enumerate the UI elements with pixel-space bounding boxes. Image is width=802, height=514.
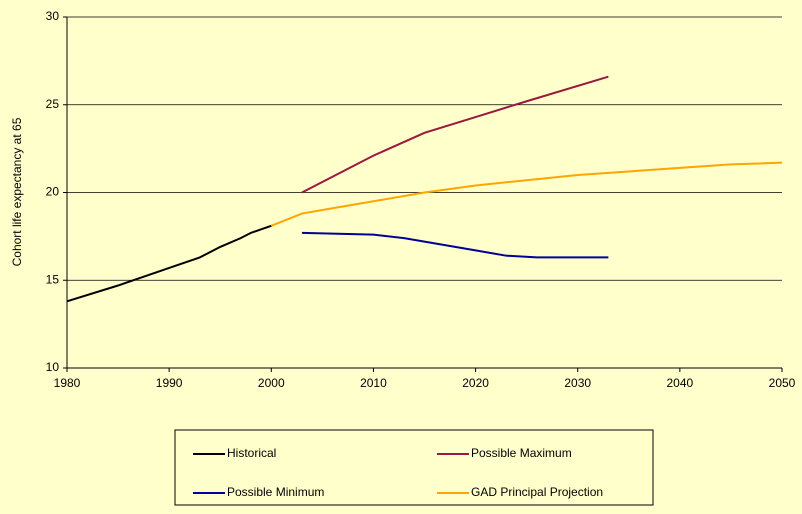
y-axis-label: Cohort life expectancy at 65 (10, 117, 24, 266)
series-line (66, 224, 272, 303)
legend-label: GAD Principal Projection (471, 485, 603, 499)
legend-box (174, 429, 654, 506)
legend-label: Historical (227, 446, 276, 460)
y-tick-label: 25 (46, 97, 60, 111)
x-tick-label: 2000 (258, 376, 285, 390)
y-tick-label: 20 (46, 185, 60, 199)
x-tick-label: 1980 (54, 376, 81, 390)
x-tick-label: 2010 (360, 376, 387, 390)
x-tick-label: 2050 (769, 376, 796, 390)
x-tick-label: 2030 (564, 376, 591, 390)
series-line (301, 231, 609, 259)
y-tick-label: 10 (46, 360, 60, 374)
legend-label: Possible Maximum (471, 446, 572, 460)
series-line (270, 161, 783, 227)
legend-label: Possible Minimum (227, 485, 324, 499)
y-tick-label: 30 (46, 9, 60, 23)
series-line (301, 75, 609, 194)
x-tick-label: 2040 (667, 376, 694, 390)
y-tick-label: 15 (46, 272, 60, 286)
x-tick-label: 1990 (156, 376, 183, 390)
x-tick-label: 2020 (462, 376, 489, 390)
